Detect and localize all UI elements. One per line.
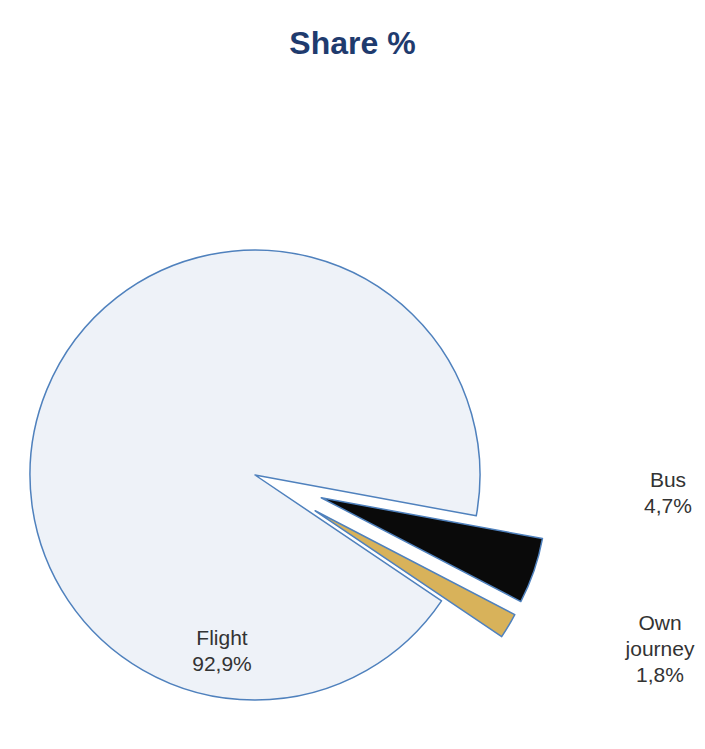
svg-text:Share %: Share % [289,25,415,61]
svg-text:92,9%: 92,9% [192,652,252,675]
svg-text:1,8%: 1,8% [636,663,684,686]
svg-text:Bus: Bus [650,468,686,491]
svg-text:Flight: Flight [196,626,248,649]
svg-text:journey: journey [625,637,695,660]
svg-text:Own: Own [638,611,681,634]
svg-text:4,7%: 4,7% [644,494,692,517]
